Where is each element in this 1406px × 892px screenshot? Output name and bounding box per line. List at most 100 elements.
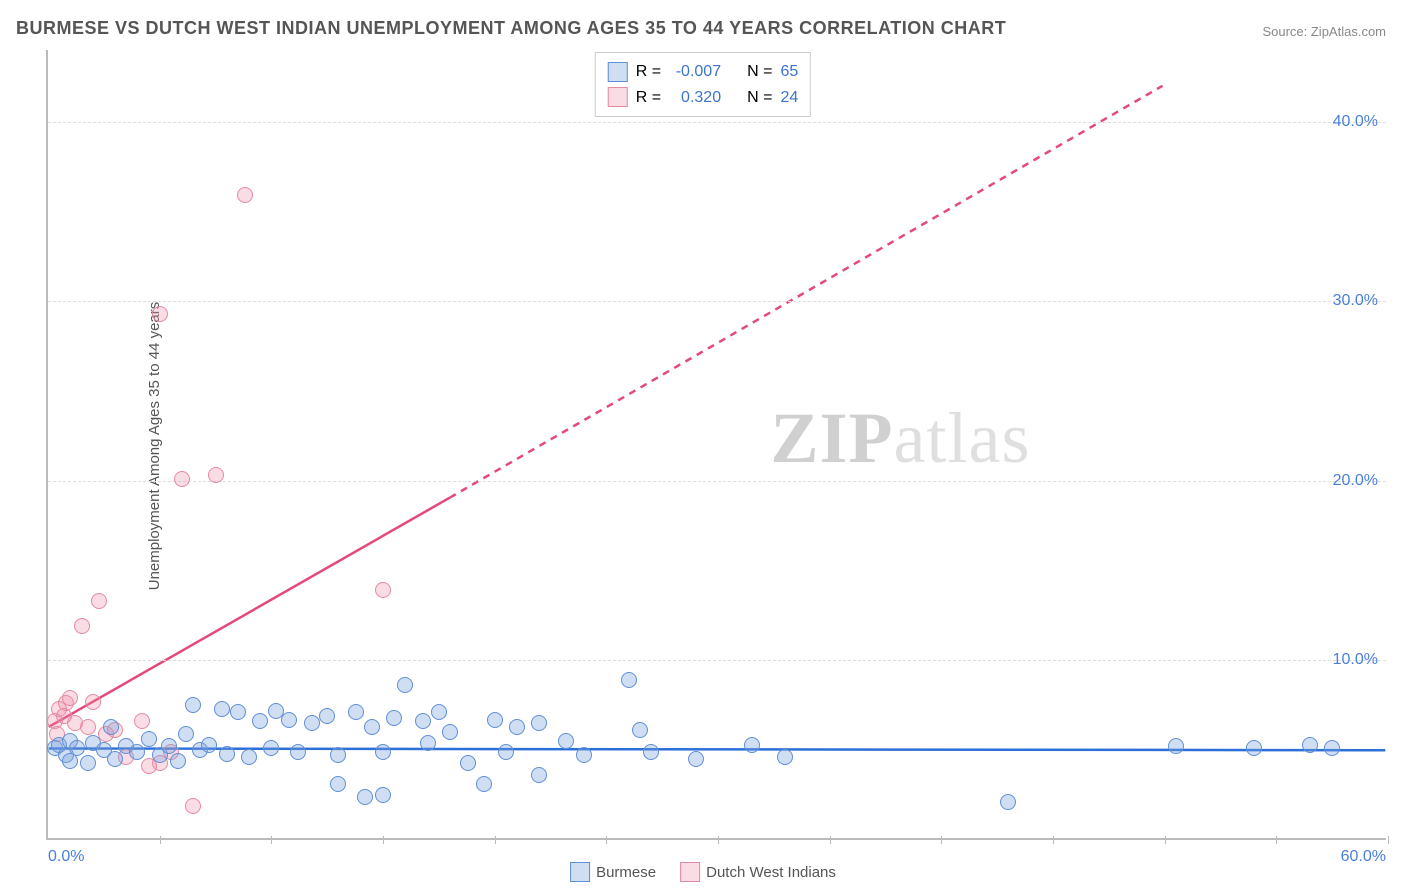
x-axis-tick	[941, 836, 942, 844]
data-point	[319, 708, 335, 724]
y-axis-tick-label: 10.0%	[1333, 651, 1378, 669]
data-point	[170, 753, 186, 769]
legend-label: Dutch West Indians	[706, 864, 836, 881]
data-point	[304, 715, 320, 731]
data-point	[531, 767, 547, 783]
data-point	[107, 751, 123, 767]
y-axis-tick-label: 30.0%	[1333, 292, 1378, 310]
data-point	[178, 726, 194, 742]
source-label: Source: ZipAtlas.com	[1262, 24, 1386, 39]
data-point	[290, 744, 306, 760]
data-point	[103, 719, 119, 735]
data-point	[348, 704, 364, 720]
r-value-dwi: 0.320	[669, 85, 721, 111]
n-value-dwi: 24	[780, 85, 798, 111]
n-value-burmese: 65	[780, 59, 798, 85]
data-point	[777, 749, 793, 765]
data-point	[330, 776, 346, 792]
data-point	[397, 677, 413, 693]
r-label: R =	[636, 59, 661, 85]
legend-item: Burmese	[570, 862, 656, 882]
data-point	[498, 744, 514, 760]
data-point	[129, 744, 145, 760]
data-point	[431, 704, 447, 720]
data-point	[263, 740, 279, 756]
data-point	[237, 187, 253, 203]
r-label: R =	[636, 85, 661, 111]
data-point	[487, 712, 503, 728]
data-point	[576, 747, 592, 763]
data-point	[744, 737, 760, 753]
x-axis-tick	[495, 836, 496, 844]
data-point	[1000, 794, 1016, 810]
y-axis-tick-label: 40.0%	[1333, 113, 1378, 131]
data-point	[219, 746, 235, 762]
swatch-icon	[570, 862, 590, 882]
data-point	[80, 719, 96, 735]
plot-area: ZIPatlas 0.0% 60.0% 10.0%20.0%30.0%40.0%	[46, 50, 1386, 840]
x-axis-tick	[718, 836, 719, 844]
x-axis-tick-label-start: 0.0%	[48, 848, 84, 866]
data-point	[62, 690, 78, 706]
y-axis-tick-label: 20.0%	[1333, 472, 1378, 490]
data-point	[185, 697, 201, 713]
data-point	[241, 749, 257, 765]
data-point	[476, 776, 492, 792]
n-label: N =	[747, 59, 772, 85]
data-point	[357, 789, 373, 805]
legend-row-dwi: R = 0.320 N = 24	[608, 85, 798, 111]
legend-stats: R = -0.007 N = 65 R = 0.320 N = 24	[595, 52, 811, 117]
data-point	[69, 740, 85, 756]
data-point	[174, 471, 190, 487]
data-point	[201, 737, 217, 753]
data-point	[1324, 740, 1340, 756]
data-point	[621, 672, 637, 688]
data-point	[161, 738, 177, 754]
x-axis-tick	[271, 836, 272, 844]
swatch-dwi	[608, 87, 628, 107]
data-point	[364, 719, 380, 735]
data-point	[1246, 740, 1262, 756]
data-point	[460, 755, 476, 771]
data-point	[80, 755, 96, 771]
data-point	[632, 722, 648, 738]
trend-lines	[48, 50, 1386, 838]
gridline	[48, 481, 1386, 482]
x-axis-tick	[160, 836, 161, 844]
data-point	[531, 715, 547, 731]
x-axis-tick	[830, 836, 831, 844]
legend-label: Burmese	[596, 864, 656, 881]
data-point	[1302, 737, 1318, 753]
data-point	[74, 618, 90, 634]
data-point	[152, 306, 168, 322]
data-point	[230, 704, 246, 720]
swatch-icon	[680, 862, 700, 882]
gridline	[48, 122, 1386, 123]
data-point	[375, 744, 391, 760]
data-point	[688, 751, 704, 767]
legend-row-burmese: R = -0.007 N = 65	[608, 59, 798, 85]
data-point	[281, 712, 297, 728]
data-point	[252, 713, 268, 729]
data-point	[415, 713, 431, 729]
gridline	[48, 660, 1386, 661]
data-point	[1168, 738, 1184, 754]
data-point	[214, 701, 230, 717]
data-point	[420, 735, 436, 751]
data-point	[330, 747, 346, 763]
x-axis-tick	[606, 836, 607, 844]
data-point	[442, 724, 458, 740]
data-point	[185, 798, 201, 814]
n-label: N =	[747, 85, 772, 111]
data-point	[208, 467, 224, 483]
x-axis-tick	[383, 836, 384, 844]
chart-title: BURMESE VS DUTCH WEST INDIAN UNEMPLOYMEN…	[16, 18, 1006, 39]
r-value-burmese: -0.007	[669, 59, 721, 85]
x-axis-tick	[1276, 836, 1277, 844]
swatch-burmese	[608, 62, 628, 82]
data-point	[85, 694, 101, 710]
x-axis-tick	[1165, 836, 1166, 844]
data-point	[509, 719, 525, 735]
x-axis-tick-label-end: 60.0%	[1341, 848, 1386, 866]
data-point	[386, 710, 402, 726]
